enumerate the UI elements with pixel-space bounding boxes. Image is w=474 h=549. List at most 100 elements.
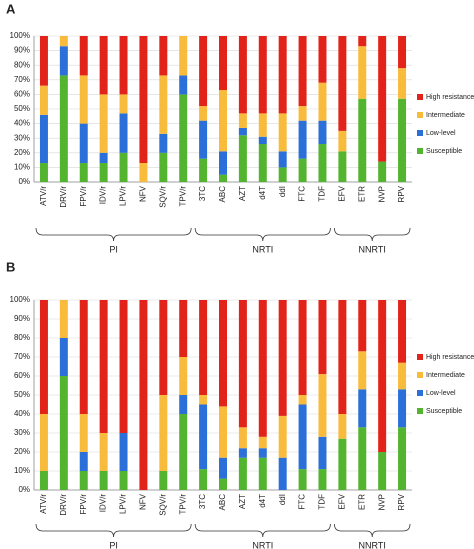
bar-segment [39, 85, 48, 115]
y-tick-label: 40% [14, 119, 30, 128]
bar-segment [199, 404, 208, 470]
bar-segment [79, 300, 88, 414]
bar-segment [358, 98, 367, 182]
bar-segment [119, 300, 128, 433]
x-tick-label: AZT [238, 186, 247, 201]
x-tick-label: EFV [337, 493, 346, 509]
legend-swatch [417, 148, 423, 154]
bar-segment [179, 414, 188, 490]
x-tick-label: ddI [278, 494, 287, 505]
bar-segment [99, 94, 108, 153]
bar-segment [199, 469, 208, 490]
bar-segment [159, 75, 168, 134]
y-tick-label: 10% [14, 163, 30, 172]
bar-segment [278, 113, 287, 152]
bar-segment [119, 471, 128, 490]
x-tick-label: SQV/r [158, 494, 167, 516]
x-tick-label: ABC [218, 494, 227, 511]
bar-segment [219, 151, 227, 175]
bar-segment [99, 433, 108, 471]
bar-segment [238, 300, 247, 428]
y-tick-label: 30% [14, 133, 30, 142]
bar-segment [398, 68, 407, 99]
bar-segment [358, 46, 367, 99]
bar-segment [318, 469, 327, 490]
bar-segment [179, 94, 188, 182]
bar-segment [139, 163, 148, 182]
bar-segment [358, 351, 367, 390]
bar-segment [99, 300, 108, 433]
bar-segment [79, 36, 88, 76]
bar-segment [278, 415, 287, 458]
bar-segment [219, 457, 227, 479]
bar-segment [238, 457, 247, 490]
x-tick-label: ETR [357, 186, 366, 202]
bar-segment [199, 395, 208, 405]
y-tick-label: 100% [10, 295, 30, 304]
bar-segment [298, 300, 307, 395]
y-tick-label: 0% [18, 177, 30, 186]
x-tick-label: NVP [377, 186, 386, 202]
x-tick-label: NFV [139, 493, 148, 510]
bar-segment [258, 136, 267, 145]
x-tick-label: TDF [318, 494, 327, 510]
bar-segment [179, 357, 188, 395]
bar-segment [179, 300, 188, 357]
x-tick-label: AZT [238, 494, 247, 509]
y-tick-label: 70% [14, 75, 30, 84]
x-tick-label: ddI [278, 186, 287, 197]
group-label: NRTI [252, 540, 273, 549]
legend-swatch [417, 112, 423, 118]
bar-segment [298, 120, 307, 159]
x-tick-label: TDF [318, 186, 327, 202]
bar-segment [99, 36, 108, 95]
y-tick-label: 60% [14, 371, 30, 380]
bar-segment [39, 471, 48, 490]
bar-segment [179, 36, 188, 76]
group-brace [35, 523, 192, 538]
legend-label: Low-level [426, 390, 456, 397]
bar-segment [59, 300, 68, 338]
y-tick-label: 80% [14, 60, 30, 69]
legend-swatch [417, 390, 423, 396]
bar-segment [398, 427, 407, 490]
x-tick-label: d4T [258, 186, 267, 200]
x-tick-label: EFV [337, 185, 346, 201]
y-tick-label: 0% [18, 485, 30, 494]
bar-segment [298, 395, 307, 405]
panel-label: B [6, 259, 15, 274]
legend-swatch [417, 354, 423, 360]
bar-segment [298, 36, 307, 107]
x-tick-label: NFV [139, 185, 148, 202]
bar-segment [398, 300, 407, 363]
bar-segment [39, 414, 48, 471]
bar-segment [159, 133, 168, 153]
bar-segment [318, 436, 327, 470]
bar-segment [119, 113, 128, 153]
bar-segment [39, 300, 48, 414]
x-tick-label: FTC [298, 494, 307, 510]
legend-swatch [417, 94, 423, 100]
x-tick-label: ATV/r [39, 186, 48, 206]
bar-segment [179, 395, 188, 414]
bar-segment [39, 114, 48, 164]
bar-segment [278, 151, 287, 168]
bar-segment [179, 75, 188, 95]
x-tick-label: ATV/r [39, 494, 48, 514]
y-tick-label: 50% [14, 390, 30, 399]
bar-segment [338, 414, 347, 439]
y-tick-label: 30% [14, 428, 30, 437]
group-brace [194, 523, 331, 538]
bar-segment [79, 163, 88, 182]
bar-segment [238, 427, 247, 449]
bar-segment [238, 448, 247, 458]
x-tick-label: LPV/r [119, 494, 128, 514]
x-tick-label: 3TC [198, 186, 207, 201]
group-label: NNRTI [359, 540, 386, 549]
bar-segment [79, 75, 88, 124]
legend-swatch [417, 130, 423, 136]
group-brace [194, 227, 331, 242]
bar-segment [318, 374, 327, 437]
bar-segment [119, 433, 128, 471]
